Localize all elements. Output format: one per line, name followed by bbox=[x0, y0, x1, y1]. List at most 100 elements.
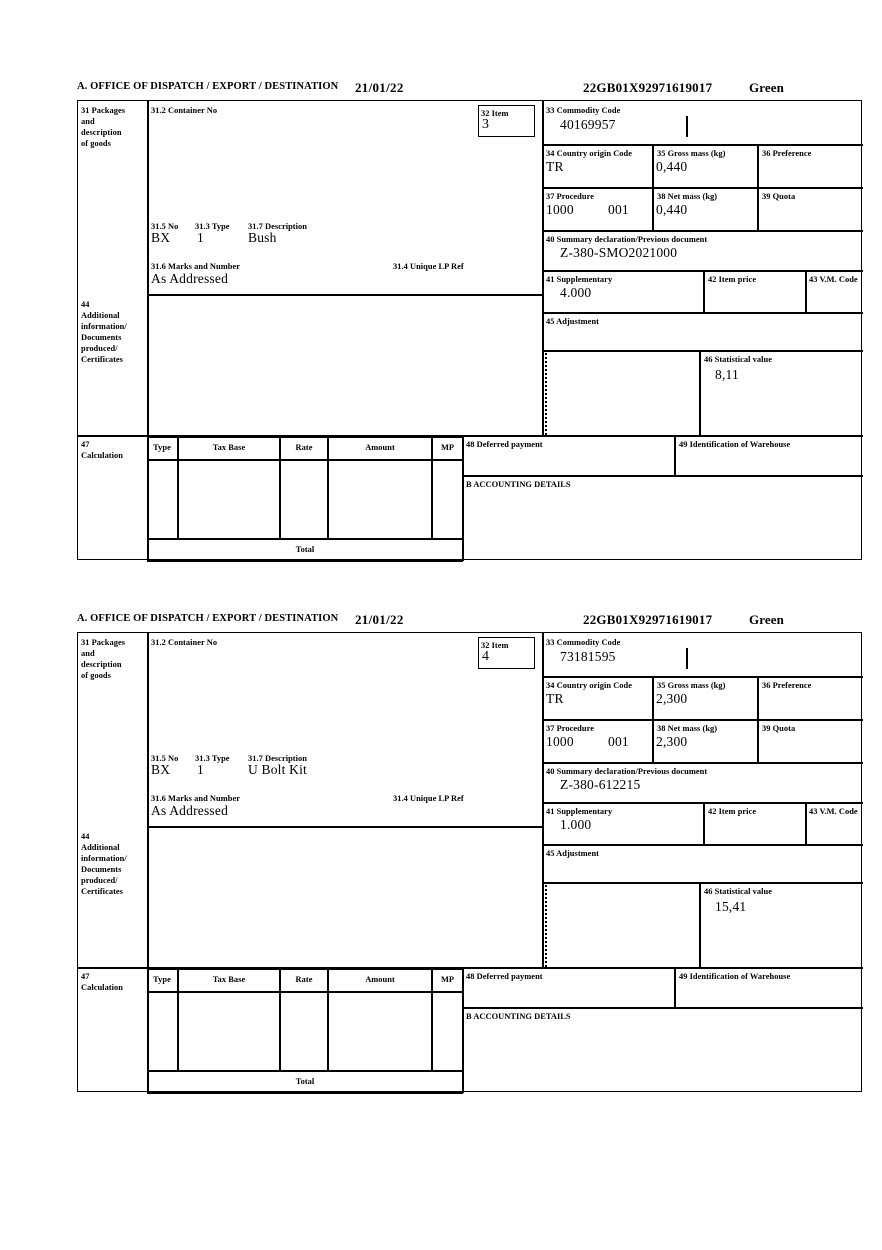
field-31-7-description-value[interactable]: Bush bbox=[248, 230, 277, 245]
field-33-commodity-code-value[interactable]: 40169957 bbox=[560, 117, 616, 132]
divider-40row-41row bbox=[542, 270, 863, 272]
calc-divider-amount-mp bbox=[431, 968, 433, 1070]
divider-40row-41row bbox=[542, 802, 863, 804]
calc-table-left-edge bbox=[147, 435, 149, 561]
field-41-supplementary-value[interactable]: 4.000 bbox=[560, 285, 592, 300]
field-31-5-no-value[interactable]: BX bbox=[151, 762, 171, 777]
calc-header-rate: Rate bbox=[295, 975, 313, 984]
calc-rows-bottom bbox=[147, 538, 463, 540]
divider-42-43 bbox=[805, 270, 807, 312]
field-45-adjustment-label: 45 Adjustment bbox=[546, 317, 599, 326]
field-32-item-box: 32 Item 4 bbox=[478, 637, 535, 669]
declaration-form-1: A. OFFICE OF DISPATCH / EXPORT / DESTINA… bbox=[77, 80, 863, 562]
divider-41-42 bbox=[703, 270, 705, 312]
field-31-6-marks-value[interactable]: As Addressed bbox=[151, 803, 229, 818]
field-41-supplementary-label: 41 Supplementary bbox=[546, 807, 613, 816]
field-31-5-no-value[interactable]: BX bbox=[151, 230, 171, 245]
divider-41row-45row bbox=[542, 312, 863, 314]
field-46-statistical-value-label: 46 Statistical value bbox=[704, 355, 772, 364]
field-35-gross-mass-value[interactable]: 0,440 bbox=[656, 159, 688, 174]
field-31-6-marks-value[interactable]: As Addressed bbox=[151, 271, 229, 286]
field-38-net-mass-value[interactable]: 2,300 bbox=[656, 734, 688, 749]
field-38-net-mass-value[interactable]: 0,440 bbox=[656, 202, 688, 217]
office-of-dispatch-label: A. OFFICE OF DISPATCH / EXPORT / DESTINA… bbox=[77, 81, 339, 92]
field-31-7-description-value[interactable]: U Bolt Kit bbox=[248, 762, 308, 777]
calc-divider-taxbase-rate bbox=[279, 436, 281, 538]
field-37-procedure-value[interactable]: 1000 bbox=[546, 734, 574, 749]
field-32-item-label: 32 Item bbox=[481, 641, 509, 650]
field-31-label: 31 Packages and description of goods bbox=[81, 638, 126, 680]
divider-41-42 bbox=[703, 802, 705, 844]
declaration-box: 31 Packages and description of goods 31.… bbox=[77, 100, 863, 562]
field-37-procedure-value2[interactable]: 001 bbox=[608, 734, 629, 749]
dotted-divider-horizontal bbox=[545, 350, 699, 352]
field-42-item-price-label: 42 Item price bbox=[708, 275, 757, 284]
field-40-summary-declaration-value[interactable]: Z-380-612215 bbox=[560, 777, 641, 792]
calc-divider-rate-amount bbox=[327, 968, 329, 1070]
divider-48-49 bbox=[674, 967, 676, 1007]
calc-header-tax-base: Tax Base bbox=[212, 443, 246, 452]
field-37-procedure-label: 37 Procedure bbox=[546, 192, 594, 201]
calc-header-mp: MP bbox=[440, 443, 455, 452]
field-31-3-type-value[interactable]: 1 bbox=[197, 762, 204, 777]
field-33-divider-tick bbox=[686, 116, 688, 137]
field-31-3-type-label: 31.3 Type bbox=[195, 754, 230, 763]
declaration-reference: 22GB01X92971619017 bbox=[583, 612, 713, 627]
form-header: A. OFFICE OF DISPATCH / EXPORT / DESTINA… bbox=[77, 612, 862, 632]
field-34-country-origin-label: 34 Country origin Code bbox=[546, 681, 633, 690]
field-35-gross-mass-value[interactable]: 2,300 bbox=[656, 691, 688, 706]
field-37-procedure-value2[interactable]: 001 bbox=[608, 202, 629, 217]
calc-header-rate: Rate bbox=[295, 443, 313, 452]
field-46-statistical-value-value[interactable]: 15,41 bbox=[715, 899, 747, 914]
field-43-vm-code-label: 43 V.M. Code bbox=[809, 807, 858, 816]
field-32-item-value[interactable]: 3 bbox=[482, 117, 490, 132]
field-39-quota-label: 39 Quota bbox=[762, 724, 796, 733]
calc-table-top-edge bbox=[147, 436, 463, 438]
calc-header-amount: Amount bbox=[365, 975, 395, 984]
field-37-procedure-value[interactable]: 1000 bbox=[546, 202, 574, 217]
field-32-item-value[interactable]: 4 bbox=[482, 649, 490, 664]
section-b-accounting-details-label: B ACCOUNTING DETAILS bbox=[466, 480, 571, 489]
field-34-country-origin-value[interactable]: TR bbox=[546, 159, 564, 174]
divider-37row-40row bbox=[542, 230, 863, 232]
calc-rows-bottom bbox=[147, 1070, 463, 1072]
field-33-commodity-code-label: 33 Commodity Code bbox=[546, 638, 621, 647]
field-32-item-box: 32 Item 3 bbox=[478, 105, 535, 137]
field-44-label: 44 Additional information/ Documents pro… bbox=[81, 832, 127, 896]
field-35-gross-mass-label: 35 Gross mass (kg) bbox=[657, 681, 726, 690]
field-45-adjustment-label: 45 Adjustment bbox=[546, 849, 599, 858]
field-38-net-mass-label: 38 Net mass (kg) bbox=[657, 724, 718, 733]
field-40-summary-declaration-value[interactable]: Z-380-SMO2021000 bbox=[560, 245, 678, 260]
field-33-commodity-code-label: 33 Commodity Code bbox=[546, 106, 621, 115]
field-31-3-type-value[interactable]: 1 bbox=[197, 230, 204, 245]
field-46-statistical-value-value[interactable]: 8,11 bbox=[715, 367, 739, 382]
field-34-country-origin-value[interactable]: TR bbox=[546, 691, 564, 706]
divider-above-accounting-details bbox=[462, 1007, 863, 1009]
office-of-dispatch-label: A. OFFICE OF DISPATCH / EXPORT / DESTINA… bbox=[77, 613, 339, 624]
field-49-identification-warehouse-label: 49 Identification of Warehouse bbox=[679, 440, 791, 449]
divider-left-right bbox=[542, 633, 544, 967]
field-31-6-marks-label: 31.6 Marks and Number bbox=[151, 262, 240, 271]
divider-under-marks bbox=[147, 294, 543, 296]
divider-42-43 bbox=[805, 802, 807, 844]
calc-divider-rate-amount bbox=[327, 436, 329, 538]
field-31-label: 31 Packages and description of goods bbox=[81, 106, 126, 148]
field-32-item-label: 32 Item bbox=[481, 109, 509, 118]
field-31-6-marks-label: 31.6 Marks and Number bbox=[151, 794, 240, 803]
field-48-deferred-payment-label: 48 Deferred payment bbox=[466, 972, 543, 981]
calc-table-left-edge bbox=[147, 967, 149, 1093]
field-41-supplementary-label: 41 Supplementary bbox=[546, 275, 613, 284]
field-31-5-no-label: 31.5 No bbox=[151, 222, 179, 231]
section-b-accounting-details-label: B ACCOUNTING DETAILS bbox=[466, 1012, 571, 1021]
field-33-commodity-code-value[interactable]: 73181595 bbox=[560, 649, 616, 664]
field-36-preference-label: 36 Preference bbox=[762, 681, 812, 690]
divider-top-calculation bbox=[78, 435, 863, 437]
dotted-divider-vertical bbox=[545, 882, 547, 967]
field-43-vm-code-label: 43 V.M. Code bbox=[809, 275, 858, 284]
calc-header-type: Type bbox=[153, 443, 171, 452]
field-39-quota-label: 39 Quota bbox=[762, 192, 796, 201]
calc-header-tax-base: Tax Base bbox=[212, 975, 246, 984]
field-49-identification-warehouse-label: 49 Identification of Warehouse bbox=[679, 972, 791, 981]
field-41-supplementary-value[interactable]: 1.000 bbox=[560, 817, 592, 832]
